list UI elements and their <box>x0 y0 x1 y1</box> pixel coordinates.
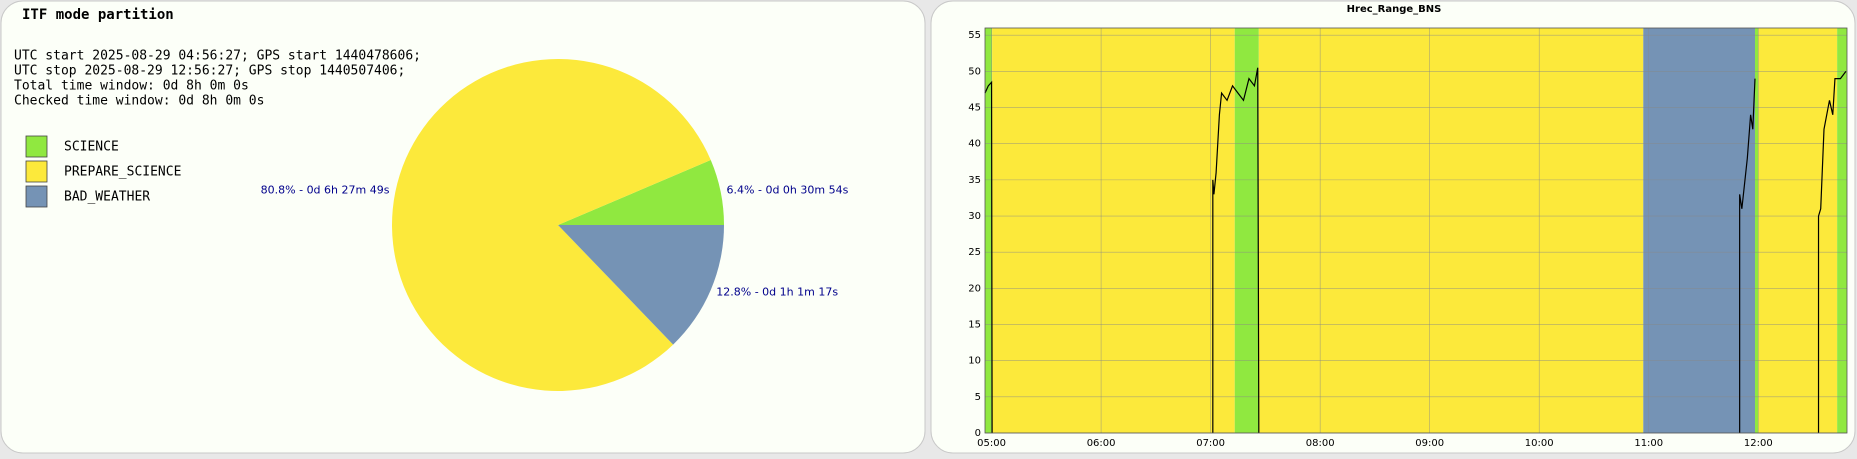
state-band <box>1258 28 1644 433</box>
x-tick-label: 10:00 <box>1525 438 1554 449</box>
pie-slice <box>391 59 711 391</box>
info-line: UTC start 2025-08-29 04:56:27; GPS start… <box>14 49 421 64</box>
legend-label: BAD_WEATHER <box>64 190 150 205</box>
info-line: UTC stop 2025-08-29 12:56:27; GPS stop 1… <box>14 64 405 79</box>
state-band <box>985 28 993 433</box>
state-band <box>1643 28 1755 433</box>
state-band <box>1758 28 1838 433</box>
plot-frame <box>984 27 1848 434</box>
info-line: Checked time window: 0d 8h 0m 0s <box>14 94 264 109</box>
y-tick-label: 15 <box>968 320 981 331</box>
pie-slice <box>558 160 724 225</box>
y-tick-label: 50 <box>968 66 981 77</box>
y-tick-label: 5 <box>975 392 981 403</box>
data-line <box>1739 78 1756 433</box>
data-line <box>1817 71 1847 433</box>
data-line <box>984 80 993 434</box>
y-tick-label: 30 <box>968 211 981 222</box>
state-band <box>992 28 1235 433</box>
pie-title: ITF mode partition <box>22 7 174 23</box>
x-tick-label: 06:00 <box>1087 438 1116 449</box>
legend-swatch <box>25 160 48 183</box>
state-band <box>1234 28 1259 433</box>
legend-swatch <box>25 135 48 158</box>
legend-swatch <box>25 185 48 208</box>
y-tick-label: 20 <box>968 283 981 294</box>
y-tick-label: 40 <box>968 139 981 150</box>
x-tick-label: 07:00 <box>1196 438 1225 449</box>
y-tick-label: 25 <box>968 247 981 258</box>
slice-label: 6.4% - 0d 0h 30m 54s <box>727 184 849 197</box>
y-tick-label: 10 <box>968 356 981 367</box>
plot-title: Hrec_Range_BNS <box>1347 4 1442 15</box>
x-tick-label: 11:00 <box>1634 438 1663 449</box>
x-tick-label: 05:00 <box>977 438 1006 449</box>
x-tick-label: 09:00 <box>1415 438 1444 449</box>
y-tick-label: 55 <box>968 30 981 41</box>
state-band <box>1837 28 1847 433</box>
x-tick-label: 08:00 <box>1306 438 1335 449</box>
legend-label: SCIENCE <box>64 140 119 155</box>
y-tick-label: 35 <box>968 175 981 186</box>
slice-label: 80.8% - 0d 6h 27m 49s <box>261 184 390 197</box>
y-tick-label: 0 <box>975 428 981 439</box>
legend-label: PREPARE_SCIENCE <box>64 165 181 180</box>
state-band <box>1754 28 1759 433</box>
slice-label: 12.8% - 0d 1h 1m 17s <box>716 285 838 298</box>
y-tick-label: 45 <box>968 103 981 114</box>
info-line: Total time window: 0d 8h 0m 0s <box>14 79 249 94</box>
x-tick-label: 12:00 <box>1744 438 1773 449</box>
data-line <box>1212 67 1260 434</box>
pie-slice <box>558 225 724 345</box>
